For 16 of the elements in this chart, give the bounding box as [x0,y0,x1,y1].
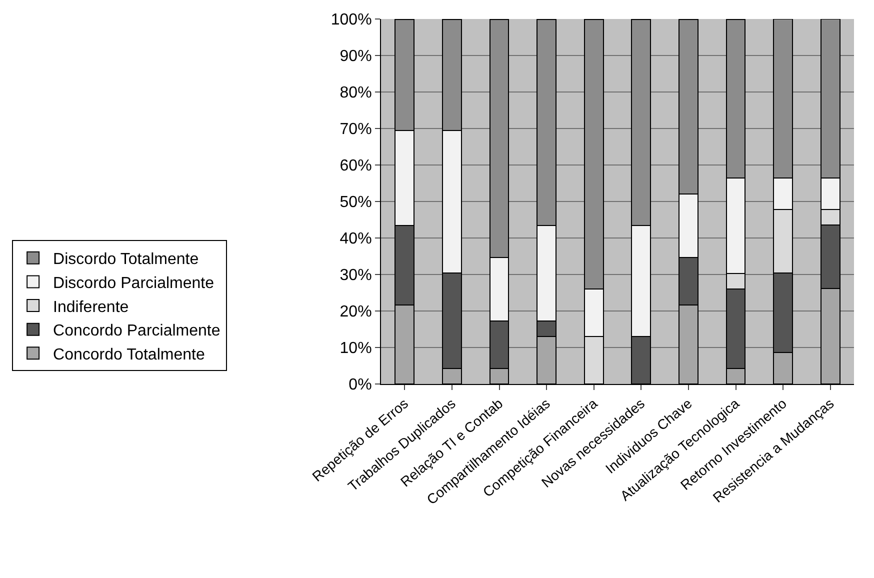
legend-label: Discordo Parcialmente [53,274,214,292]
legend-label: Concordo Parcialmente [53,322,220,340]
legend-label: Indiferente [53,298,129,316]
y-tick-label: 60% [340,158,372,175]
y-tick-label: 100% [330,12,372,29]
y-tick-label: 20% [340,304,372,321]
y-tick-label: 70% [340,121,372,138]
y-tick-label: 40% [340,230,372,248]
y-tick-label: 90% [340,48,372,66]
y-tick-label: 0% [348,376,372,394]
y-tick-label: 30% [340,267,372,284]
legend-label: Concordo Totalmente [53,346,205,364]
y-tick-label: 80% [340,84,372,102]
y-tick-label: 50% [340,194,372,212]
y-tick-label: 10% [340,340,372,358]
legend-label: Discordo Totalmente [53,251,199,268]
